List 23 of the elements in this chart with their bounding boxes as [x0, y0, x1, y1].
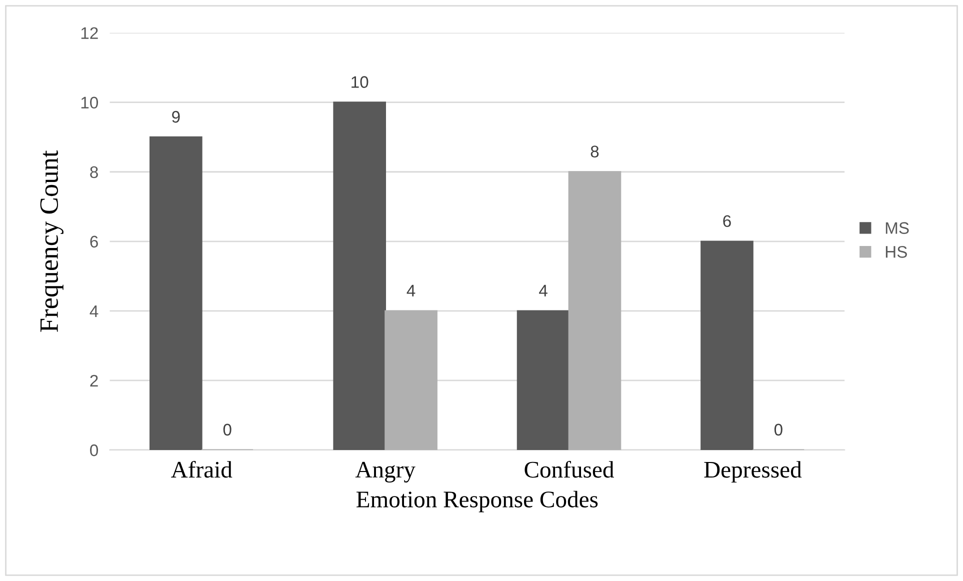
y-tick-label: 4 — [90, 306, 98, 317]
data-label: 4 — [539, 284, 548, 296]
y-tick-label: 8 — [90, 166, 98, 178]
data-label: 10 — [352, 76, 368, 88]
data-label: 9 — [172, 110, 180, 123]
data-label: 0 — [223, 424, 232, 436]
data-label: 0 — [774, 424, 782, 436]
y-tick-label: 6 — [90, 236, 98, 248]
x-axis-title: Emotion Response Codes — [356, 490, 598, 512]
y-axis-title: Frequency Count — [40, 150, 64, 332]
y-tick-label: 2 — [90, 374, 98, 386]
data-label: 6 — [723, 215, 731, 227]
data-label: 8 — [590, 146, 599, 158]
y-tick-label: 10 — [81, 96, 98, 109]
legend-label: MS — [886, 222, 909, 234]
legend-label: HS — [886, 246, 907, 258]
y-tick-label: 0 — [90, 444, 98, 456]
x-tick-label: Depressed — [704, 461, 802, 483]
data-label: 4 — [406, 284, 416, 296]
y-tick-label: 12 — [81, 27, 98, 39]
x-tick-label: Angry — [355, 462, 416, 483]
x-tick-label: Confused — [524, 460, 614, 478]
x-tick-label: Afraid — [171, 460, 232, 478]
